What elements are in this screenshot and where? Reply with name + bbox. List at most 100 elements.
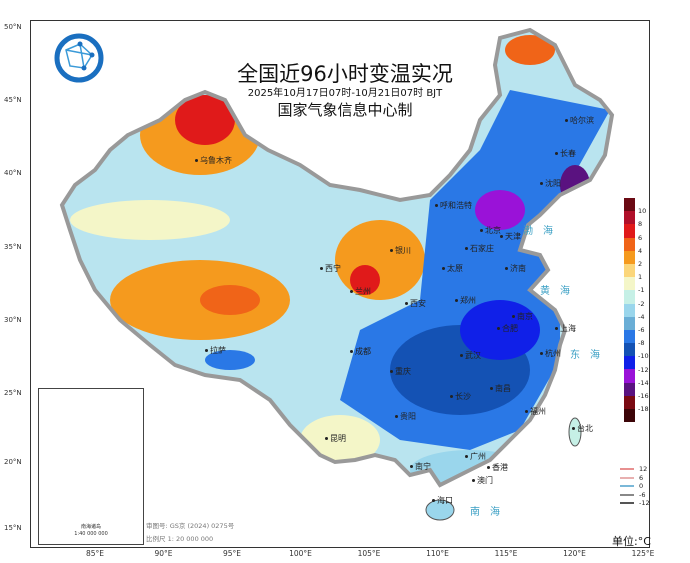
sea-label: 渤海 xyxy=(523,226,563,237)
legend-color-cell xyxy=(624,409,635,423)
city-label: 香港 xyxy=(487,462,508,473)
legend-color-cell xyxy=(624,395,635,409)
map-scale: 比例尺 1: 20 000 000 xyxy=(146,535,214,543)
contour-value: 12 xyxy=(639,465,648,474)
lon-label: 100°E xyxy=(289,549,312,558)
sea-label: 南海 xyxy=(470,507,510,518)
city-label: 兰州 xyxy=(350,286,371,297)
city-label: 沈阳 xyxy=(540,178,561,189)
city-label: 南宁 xyxy=(410,461,431,472)
city-label: 银川 xyxy=(390,245,411,256)
legend-color-cell xyxy=(624,237,635,251)
legend-color-cell xyxy=(624,198,635,212)
map-title: 全国近96小时变温实况 xyxy=(237,62,453,86)
lat-label: 40°N xyxy=(4,169,22,177)
inset-label: 南海诸岛 xyxy=(80,524,101,530)
legend-color-cell xyxy=(624,343,635,357)
lon-label: 120°E xyxy=(563,549,586,558)
legend-color-cell xyxy=(624,356,635,370)
city-label: 济南 xyxy=(505,263,526,274)
city-label: 澳门 xyxy=(472,475,493,486)
legend-tick-label: -14 xyxy=(638,378,649,387)
inset-scale: 1:40 000 000 xyxy=(74,531,108,537)
lat-label: 25°N xyxy=(4,389,22,397)
city-label: 北京 xyxy=(480,225,501,236)
city-label: 拉萨 xyxy=(205,345,226,356)
south-china-sea-inset: 南海诸岛 1:40 000 000 xyxy=(38,388,144,545)
lat-label: 50°N xyxy=(4,23,22,31)
city-label: 乌鲁木齐 xyxy=(195,155,232,166)
contour-value: 6 xyxy=(639,473,644,482)
city-label: 贵阳 xyxy=(395,411,416,422)
legend-tick-label: 8 xyxy=(638,220,643,229)
legend-color-cell xyxy=(624,250,635,264)
legend-tick-label: -4 xyxy=(638,312,645,321)
city-label: 武汉 xyxy=(460,350,481,361)
city-label: 哈尔滨 xyxy=(565,115,594,126)
logo xyxy=(54,33,104,83)
legend-color-cell xyxy=(624,316,635,330)
city-label: 福州 xyxy=(525,406,546,417)
contour-line-swatch xyxy=(620,502,634,505)
legend-color-cell xyxy=(624,329,635,344)
contour-line-swatch xyxy=(620,485,634,488)
lon-label: 85°E xyxy=(85,549,105,558)
legend-tick-label: -8 xyxy=(638,339,645,348)
map-time-range: 2025年10月17日07时-10月21日07时 BJT xyxy=(247,88,443,99)
contour-line-swatch xyxy=(620,468,634,471)
lon-label: 125°E xyxy=(631,549,655,558)
sea-label: 黄海 xyxy=(540,286,580,297)
city-label: 昆明 xyxy=(325,433,346,444)
city-label: 郑州 xyxy=(455,295,476,306)
unit-label: 单位:°C xyxy=(612,535,651,548)
city-label: 石家庄 xyxy=(465,243,494,254)
city-label: 广州 xyxy=(465,451,486,462)
lon-label: 95°E xyxy=(222,549,242,558)
contour-legend-item: 0 xyxy=(620,482,650,491)
lat-label: 30°N xyxy=(4,316,22,324)
legend-tick-label: -1 xyxy=(638,286,645,295)
city-label: 长沙 xyxy=(450,391,471,402)
contour-line-swatch xyxy=(620,476,634,479)
city-label: 长春 xyxy=(555,148,576,159)
legend-tick-label: -12 xyxy=(638,365,649,374)
contour-legend: 12 6 0 -6 -12 xyxy=(620,465,650,508)
legend-color-cell xyxy=(624,263,635,278)
china-border xyxy=(59,27,615,488)
lon-label: 105°E xyxy=(357,549,381,558)
legend-tick-label: 4 xyxy=(638,246,643,255)
legend-tick-label: 2 xyxy=(638,260,643,268)
legend-tick-label: -10 xyxy=(638,352,649,361)
color-legend xyxy=(624,198,635,423)
city-label: 南京 xyxy=(512,311,533,322)
contour-value: 0 xyxy=(639,482,644,491)
legend-tick-label: -16 xyxy=(638,392,649,400)
legend-color-cell xyxy=(624,369,635,383)
city-label: 呼和浩特 xyxy=(435,200,472,211)
lat-label: 15°N xyxy=(4,524,22,532)
legend-color-cell xyxy=(624,290,635,304)
contour-legend-item: -12 xyxy=(620,499,650,508)
legend-color-cell xyxy=(624,303,635,317)
city-label: 南昌 xyxy=(490,383,511,394)
lat-label: 35°N xyxy=(4,243,22,251)
contour-value: -6 xyxy=(639,490,646,499)
legend-color-cell xyxy=(624,211,635,225)
legend-tick-label: -6 xyxy=(638,326,645,334)
contour-value: -12 xyxy=(639,499,650,508)
city-label: 杭州 xyxy=(540,348,561,359)
city-label: 西安 xyxy=(405,298,426,309)
lon-label: 115°E xyxy=(494,549,518,558)
city-label: 成都 xyxy=(350,346,371,357)
city-label: 天津 xyxy=(500,231,521,242)
contour-legend-item: 6 xyxy=(620,474,650,483)
legend-tick-label: 6 xyxy=(638,233,643,242)
city-label: 重庆 xyxy=(390,366,411,377)
city-label: 合肥 xyxy=(497,323,518,334)
lon-label: 110°E xyxy=(426,549,449,558)
legend-tick-label: 10 xyxy=(638,207,647,216)
lat-label: 20°N xyxy=(4,458,22,466)
city-label: 太原 xyxy=(442,263,463,274)
city-label: 台北 xyxy=(572,423,593,434)
legend-color-cell xyxy=(624,277,635,291)
